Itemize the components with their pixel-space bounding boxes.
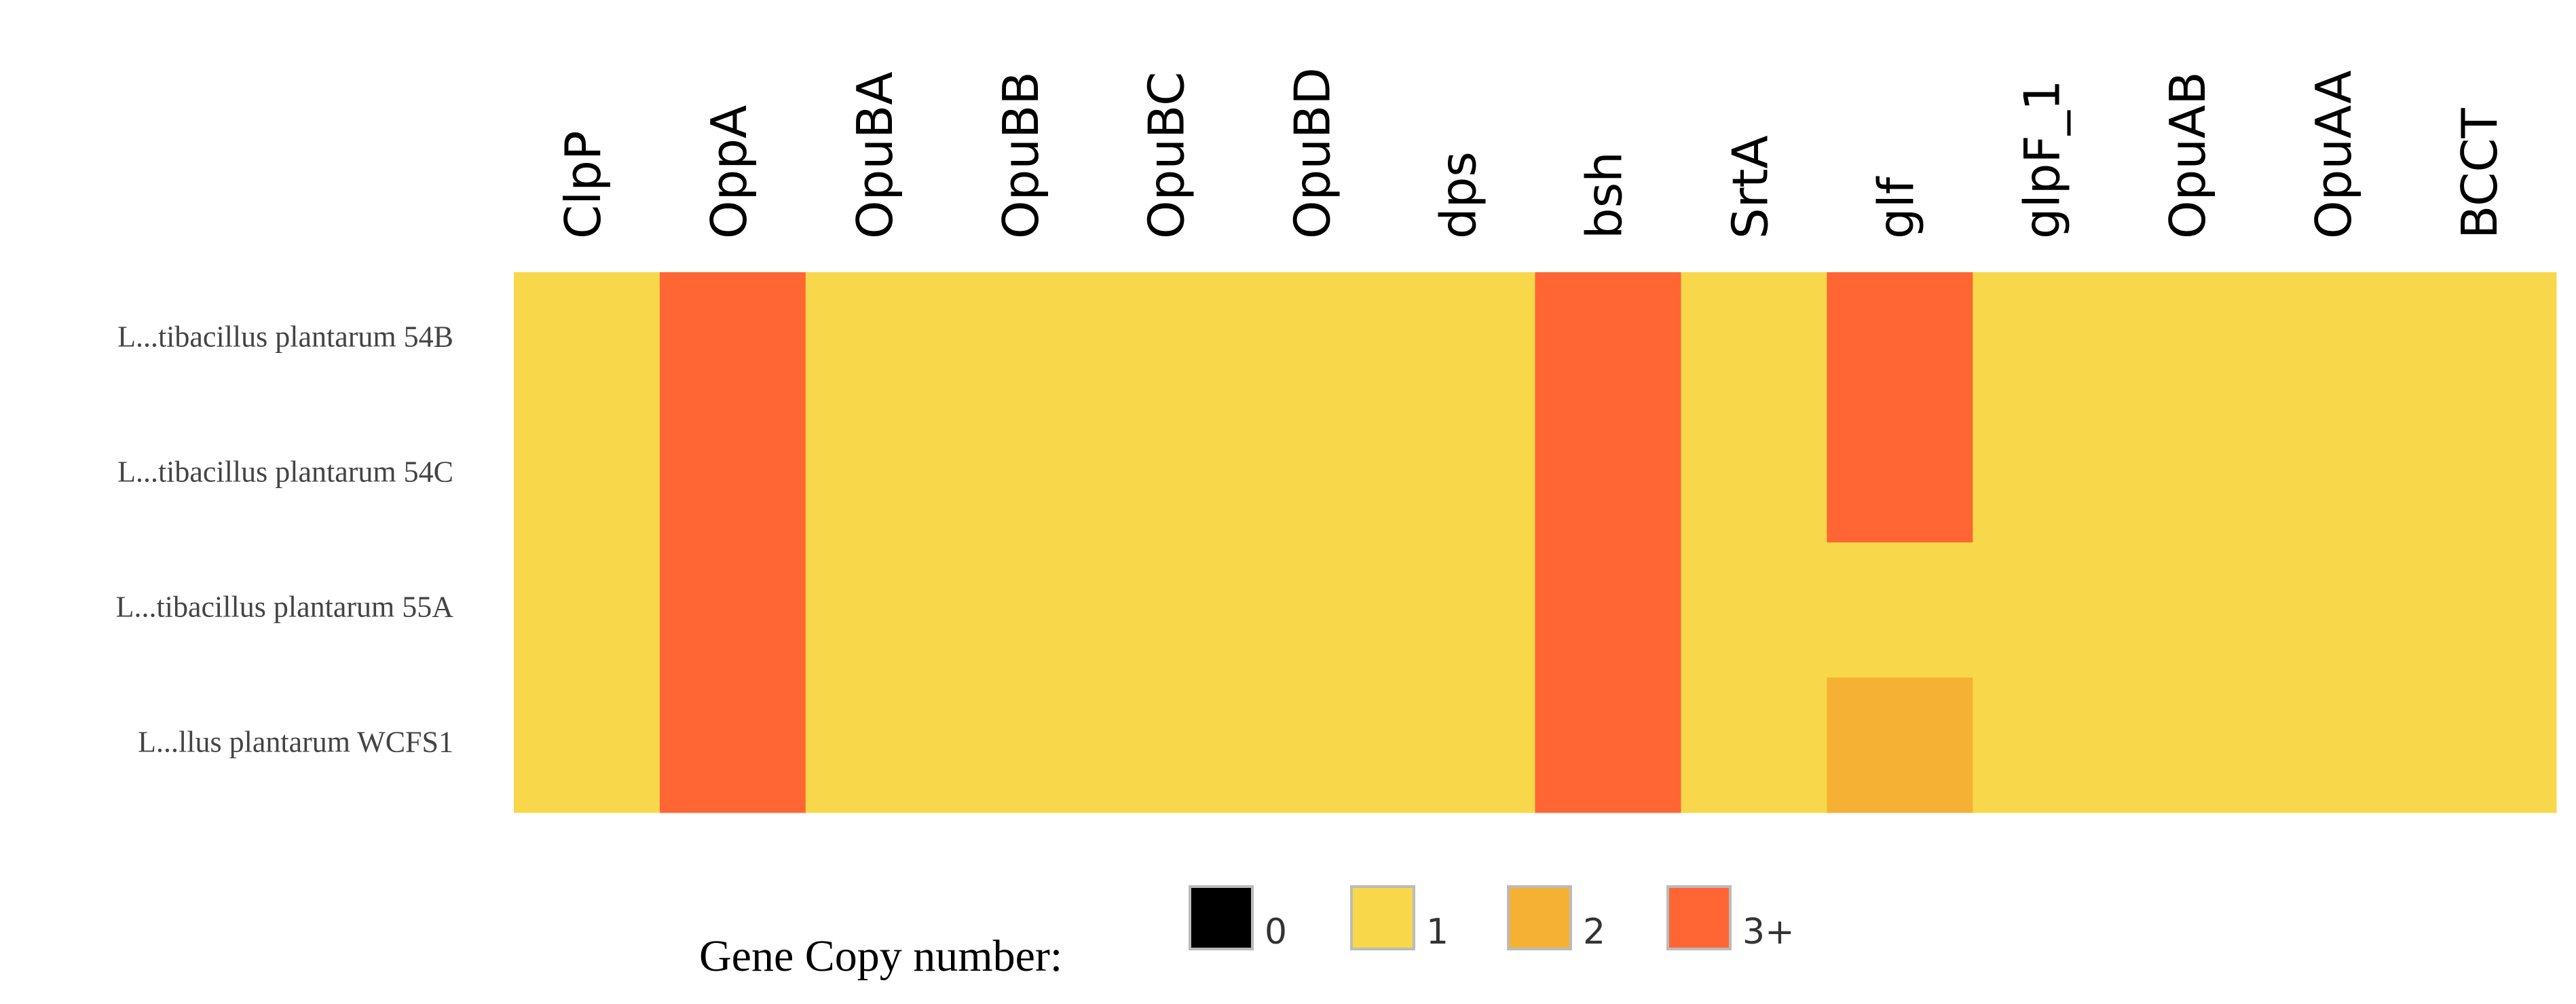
heatmap-cell <box>2264 677 2411 813</box>
heatmap-cell <box>1827 407 1973 543</box>
column-label: glf <box>1867 176 1924 239</box>
column-label: dps <box>1430 151 1487 239</box>
heatmap-cell <box>659 407 806 543</box>
row-label: L...tibacillus plantarum 55A <box>116 591 454 624</box>
heatmap-cell <box>1973 677 2119 813</box>
heatmap-cell <box>1097 677 1244 813</box>
legend-label: 3+ <box>1742 912 1795 952</box>
row-label: L...tibacillus plantarum 54C <box>117 455 453 489</box>
heatmap-cell <box>1827 677 1973 813</box>
heatmap-cell <box>2410 272 2557 408</box>
heatmap-cell <box>1973 407 2119 543</box>
legend-label: 2 <box>1583 912 1605 952</box>
heatmap-cell <box>514 272 660 408</box>
column-label: OpuAB <box>2159 71 2216 239</box>
heatmap-cell <box>951 677 1098 813</box>
heatmap-cell <box>1243 677 1390 813</box>
heatmap-cell <box>1535 407 1681 543</box>
column-label: OpuBA <box>846 71 903 239</box>
heatmap-cell <box>951 272 1098 408</box>
heatmap-cell <box>2118 272 2265 408</box>
heatmap-cell <box>1827 272 1973 408</box>
legend-label: 1 <box>1426 912 1449 952</box>
heatmap-cell <box>1973 542 2119 678</box>
legend-label: 0 <box>1265 912 1287 952</box>
heatmap-cell <box>951 407 1098 543</box>
column-label: OpuBC <box>1138 72 1195 239</box>
legend-title: Gene Copy number: <box>699 931 1062 981</box>
heatmap-cell <box>2410 407 2557 543</box>
heatmap-cell <box>805 542 952 678</box>
heatmap-cell <box>1389 677 1535 813</box>
heatmap-cell <box>1243 542 1390 678</box>
heatmap-cell <box>2118 677 2265 813</box>
heatmap-cell <box>2264 542 2411 678</box>
legend-swatch <box>1507 885 1572 950</box>
heatmap-cell <box>1389 272 1535 408</box>
row-label: L...llus plantarum WCFS1 <box>138 726 453 759</box>
row-label: L...tibacillus plantarum 54B <box>117 320 453 354</box>
heatmap-cell <box>2264 407 2411 543</box>
column-label: BCCT <box>2451 107 2508 239</box>
heatmap-cell <box>1535 542 1681 678</box>
heatmap-cell <box>951 542 1098 678</box>
heatmap-cell <box>659 272 806 408</box>
column-label: OpuAA <box>2305 70 2362 239</box>
heatmap-cell <box>1389 407 1535 543</box>
heatmap-cell <box>2118 407 2265 543</box>
heatmap-cell <box>1097 542 1244 678</box>
heatmap-cell <box>1535 272 1681 408</box>
heatmap-cell <box>1681 407 1827 543</box>
column-label: glpF_1 <box>2013 79 2070 239</box>
heatmap-cell <box>1243 407 1390 543</box>
heatmap-cell <box>1535 677 1681 813</box>
heatmap-cell <box>514 407 660 543</box>
heatmap-cell <box>1973 272 2119 408</box>
legend-swatch <box>1189 885 1254 950</box>
heatmap-cell <box>2410 677 2557 813</box>
heatmap-cell <box>805 272 952 408</box>
heatmap-cell <box>659 542 806 678</box>
heatmap-cell <box>1389 542 1535 678</box>
legend-swatch <box>1666 885 1732 950</box>
heatmap-cell <box>1681 272 1827 408</box>
heatmap-cell <box>2410 542 2557 678</box>
heatmap-cell <box>805 677 952 813</box>
column-label: SrtA <box>1721 135 1778 239</box>
heatmap-cell <box>805 407 952 543</box>
legend-swatch <box>1350 885 1415 950</box>
heatmap-cell <box>2118 542 2265 678</box>
heatmap-cell <box>1097 407 1244 543</box>
heatmap-cell <box>1243 272 1390 408</box>
heatmap-cell <box>514 677 660 813</box>
column-label: ClpP <box>555 131 612 239</box>
heatmap-cell <box>1097 272 1244 408</box>
heatmap-cell <box>1827 542 1973 678</box>
heatmap-cell <box>1681 542 1827 678</box>
column-label: OppA <box>701 105 758 239</box>
heatmap-cell <box>514 542 660 678</box>
heatmap-cell <box>659 677 806 813</box>
heatmap-cell <box>2264 272 2411 408</box>
column-label: OpuBB <box>992 71 1049 239</box>
column-label: bsh <box>1575 151 1632 239</box>
heatmap-cell <box>1681 677 1827 813</box>
column-label: OpuBD <box>1284 67 1341 239</box>
